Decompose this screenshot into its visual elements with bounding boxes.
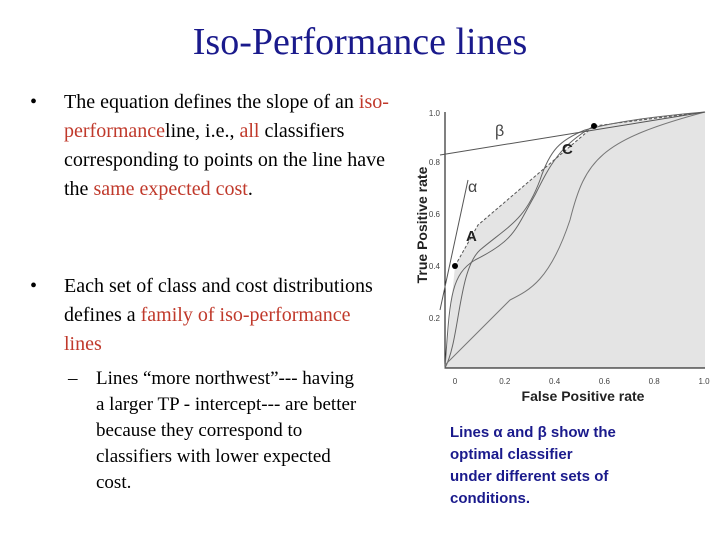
- roc-figure: β α C A True Positive rate False Positiv…: [414, 109, 710, 404]
- slide-title: Iso-Performance lines: [192, 21, 528, 63]
- roc-curve-b: [444, 111, 706, 366]
- y-axis-label: True Positive rate: [414, 166, 430, 283]
- x-tick-label: 0.8: [649, 377, 661, 386]
- sub-bullet-dash: –: [68, 368, 78, 389]
- bullet-text: line, i.e.,: [165, 120, 240, 142]
- bullet: • The equation defines the slope of an is…: [30, 88, 394, 204]
- hull-line: [454, 111, 706, 267]
- curve-label: β: [495, 123, 504, 140]
- bullet-text: classifiers corresponding to points on t…: [64, 120, 386, 200]
- y-tick-label: 0.6: [429, 210, 441, 219]
- roc-curve-c: [444, 111, 706, 369]
- roc-curve-a: [444, 125, 595, 369]
- bullet-text: .: [247, 178, 253, 200]
- bullet-dot: •: [30, 275, 38, 297]
- bullet-text: The equation defines the slope of an: [64, 91, 359, 113]
- bullet-text: Each set of class and cost distributions…: [64, 275, 373, 326]
- bullet-text: same expected cost: [93, 178, 248, 200]
- x-tick-label: 0.4: [549, 377, 561, 386]
- iso-line-alpha: [439, 179, 469, 311]
- y-tick-label: 1.0: [429, 109, 441, 118]
- caption-line: optimal classifier: [450, 446, 573, 463]
- x-tick-label: 0.6: [599, 377, 611, 386]
- y-tick-label: 0.2: [429, 314, 441, 323]
- bullet-dot: •: [30, 91, 38, 113]
- x-tick-label: 0: [453, 377, 458, 386]
- bullet-text: family of iso-performance lines: [64, 304, 351, 355]
- caption-line: Lines α and β show the: [450, 424, 616, 441]
- curve-label: A: [466, 228, 477, 245]
- bullet: • Each set of class and cost distribution…: [30, 272, 384, 359]
- iso-line-beta: [439, 111, 706, 156]
- caption-line: under different sets of: [450, 468, 609, 485]
- caption-line: conditions.: [450, 490, 530, 507]
- point-c: [591, 123, 597, 129]
- y-tick-label: 0.8: [429, 158, 441, 167]
- sub-bullet: – Lines “more northwest”--- having a larg…: [68, 366, 366, 496]
- x-tick-label: 1.0: [698, 377, 710, 386]
- caption: Lines α and β show the optimal classifier…: [450, 422, 616, 510]
- curve-label: α: [468, 179, 477, 196]
- x-axis-label: False Positive rate: [522, 388, 645, 404]
- y-tick-label: 0.4: [429, 262, 441, 271]
- x-tick-label: 0.2: [499, 377, 511, 386]
- point-a: [452, 263, 458, 269]
- bullet-text: all: [239, 120, 260, 142]
- bullet-text: iso-performance: [64, 91, 389, 142]
- sub-bullet-text: Lines “more northwest”--- having a large…: [96, 368, 357, 493]
- curve-label: C: [562, 141, 573, 158]
- hull-area: [445, 112, 705, 368]
